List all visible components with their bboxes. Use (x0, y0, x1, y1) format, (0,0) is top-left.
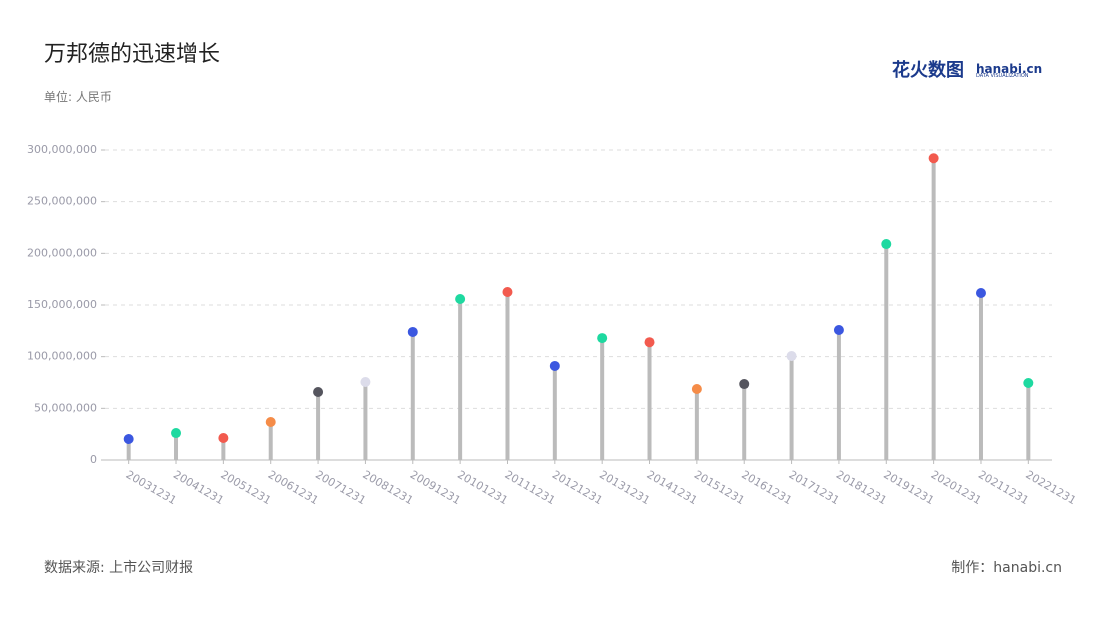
dot (360, 376, 371, 387)
dot (218, 432, 229, 443)
x-tick-label: 20131231 (597, 468, 652, 507)
dot (597, 333, 608, 344)
logo-cn: 花火数图 (892, 60, 964, 81)
y-tick-label: 0 (90, 453, 97, 466)
x-tick-label: 20101231 (455, 468, 510, 507)
dot (549, 360, 560, 371)
dot (881, 239, 892, 250)
x-tick-label: 20041231 (171, 468, 226, 507)
x-tick-label: 20081231 (360, 468, 415, 507)
x-tick-label: 20071231 (313, 468, 368, 507)
dot (833, 325, 844, 336)
chart-title: 万邦德的迅速增长 (44, 42, 221, 67)
x-tick-label: 20151231 (692, 468, 747, 507)
dot (407, 326, 418, 337)
y-tick-label: 300,000,000 (27, 143, 97, 156)
dot (928, 153, 939, 164)
dot (123, 434, 134, 445)
credit: 制作：hanabi.cn (951, 560, 1062, 576)
y-tick-label: 200,000,000 (27, 246, 97, 259)
dot (691, 384, 702, 395)
dot (455, 294, 466, 305)
logo-en: hanabi.cn (976, 62, 1043, 76)
dot (502, 286, 513, 297)
dot (265, 416, 276, 427)
x-tick-label: 20221231 (1023, 468, 1078, 507)
x-tick-label: 20111231 (502, 468, 557, 507)
x-tick-label: 20141231 (645, 468, 700, 507)
x-tick-label: 20061231 (266, 468, 321, 507)
dot (171, 428, 182, 439)
dot (313, 387, 324, 398)
logo-sub: DATA VISUALIZATION (976, 73, 1029, 79)
source: 数据来源: 上市公司财报 (44, 560, 194, 576)
dot (644, 337, 655, 348)
unit-label: 单位: 人民币 (44, 90, 112, 104)
dot (786, 351, 797, 362)
y-tick-label: 150,000,000 (27, 298, 97, 311)
x-tick-label: 20031231 (124, 468, 179, 507)
y-tick-label: 250,000,000 (27, 195, 97, 208)
x-tick-label: 20201231 (929, 468, 984, 507)
dot (1023, 378, 1034, 389)
dot (975, 288, 986, 299)
x-tick-label: 20121231 (550, 468, 605, 507)
x-tick-label: 20051231 (218, 468, 273, 507)
x-tick-label: 20091231 (408, 468, 463, 507)
x-tick-label: 20171231 (787, 468, 842, 507)
x-tick-label: 20191231 (881, 468, 936, 507)
dot (739, 379, 750, 390)
x-tick-label: 20181231 (834, 468, 889, 507)
x-tick-label: 20211231 (976, 468, 1031, 507)
x-tick-label: 20161231 (739, 468, 794, 507)
y-tick-label: 100,000,000 (27, 350, 97, 363)
y-tick-label: 50,000,000 (34, 401, 97, 414)
